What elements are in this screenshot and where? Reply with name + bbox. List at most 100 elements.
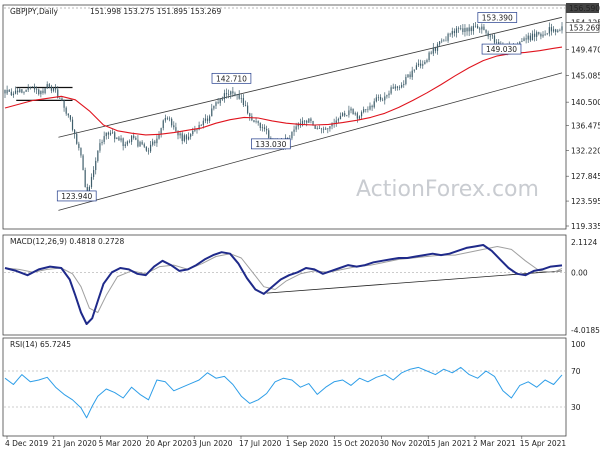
candle-body — [55, 88, 57, 90]
macd-trend-line — [266, 270, 563, 294]
candle-body — [179, 133, 181, 136]
candle-body — [149, 144, 152, 152]
candle-body — [145, 146, 147, 151]
price-layer: 123.940 142.710 133.030 153.390 149.030 — [4, 12, 563, 211]
candle-body — [12, 93, 15, 96]
candle-body — [301, 120, 304, 126]
axis-layer: 154.125149.470145.085140.500136.475132.2… — [5, 3, 600, 448]
candle-body — [234, 93, 236, 96]
candle-body — [95, 160, 97, 171]
candle-body — [168, 118, 171, 120]
candle-body — [190, 134, 192, 137]
candle-body — [244, 105, 247, 106]
candle-body — [527, 35, 529, 40]
candle-body — [14, 90, 17, 94]
high-142710-label: 142.710 — [216, 74, 247, 83]
candle-body — [82, 155, 84, 171]
candle-body — [118, 137, 120, 141]
candle-body — [44, 88, 46, 94]
candle-body — [99, 143, 101, 151]
candle-body — [449, 33, 451, 35]
candle-body — [561, 26, 563, 31]
macd-tick-label: -4.0185 — [571, 326, 600, 335]
low-149030-label-box — [481, 43, 522, 55]
candle-body — [525, 38, 527, 40]
candle-body — [206, 118, 209, 121]
candle-body — [194, 129, 196, 131]
candle-body — [312, 120, 314, 126]
candle-body — [373, 101, 375, 108]
candle-body — [183, 135, 185, 141]
candle-body — [128, 141, 131, 143]
candle-body — [293, 129, 295, 132]
candle-body — [253, 120, 255, 122]
candle-body — [384, 96, 386, 101]
candle-body — [325, 128, 327, 130]
candle-body — [40, 90, 42, 95]
candle-body — [533, 33, 536, 37]
candle-body — [25, 89, 27, 92]
price-tick-label: 123.595 — [571, 197, 600, 206]
candle-body — [261, 127, 264, 128]
candle-body — [460, 28, 462, 29]
candle-body — [257, 121, 259, 123]
candle-body — [310, 118, 312, 121]
candle-body — [109, 132, 112, 135]
candle-body — [200, 125, 202, 126]
x-tick-label: 15 Oct 2020 — [333, 439, 380, 448]
candle-body — [485, 29, 487, 33]
candle-body — [219, 99, 221, 104]
price-tick-label: 132.220 — [571, 147, 600, 156]
candle-body — [162, 120, 164, 129]
candle-body — [126, 141, 128, 145]
rsi-tick-label: 70 — [571, 367, 581, 376]
candle-body — [420, 63, 422, 66]
candle-body — [196, 129, 198, 131]
candle-body — [202, 120, 204, 126]
candle-body — [360, 112, 363, 117]
candle-body — [31, 86, 34, 88]
candle-body — [531, 33, 534, 41]
candle-body — [316, 128, 318, 129]
candle-body — [263, 127, 266, 129]
macd-label: MACD(12,26,9) 0.4818 0.2728 — [10, 237, 124, 246]
candle-body — [303, 120, 306, 122]
candle-body — [390, 87, 392, 94]
candle-body — [557, 30, 559, 32]
candle-body — [213, 105, 215, 109]
candle-body — [147, 150, 150, 152]
candle-body — [160, 128, 162, 135]
candle-body — [552, 29, 555, 32]
candle-body — [405, 77, 407, 85]
candle-body — [154, 141, 156, 144]
candle-body — [259, 122, 261, 128]
candle-body — [445, 40, 447, 42]
candle-body — [230, 91, 232, 95]
candle-body — [185, 135, 188, 140]
candle-body — [329, 126, 331, 129]
candle-body — [158, 134, 160, 139]
candle-body — [21, 89, 23, 93]
candle-body — [177, 131, 179, 136]
low-133030-label: 133.030 — [255, 140, 286, 149]
x-tick-label: 1 Sep 2020 — [286, 439, 329, 448]
candle-body — [36, 89, 38, 91]
candle-body — [143, 144, 145, 147]
candle-body — [426, 60, 428, 62]
candle-body — [388, 93, 390, 96]
candle-body — [107, 132, 109, 135]
candle-body — [17, 90, 19, 93]
low-149030-label: 149.030 — [486, 45, 517, 54]
candle-body — [479, 28, 481, 30]
candle-body — [382, 99, 384, 101]
candle-body — [337, 119, 339, 121]
candle-body — [306, 120, 308, 123]
candle-body — [38, 89, 40, 95]
candle-body — [519, 41, 521, 45]
x-tick-label: 15 Apr 2021 — [520, 439, 567, 448]
candle-body — [19, 89, 21, 93]
candle-body — [314, 125, 316, 129]
candle-body — [350, 108, 352, 111]
candle-body — [166, 117, 169, 119]
